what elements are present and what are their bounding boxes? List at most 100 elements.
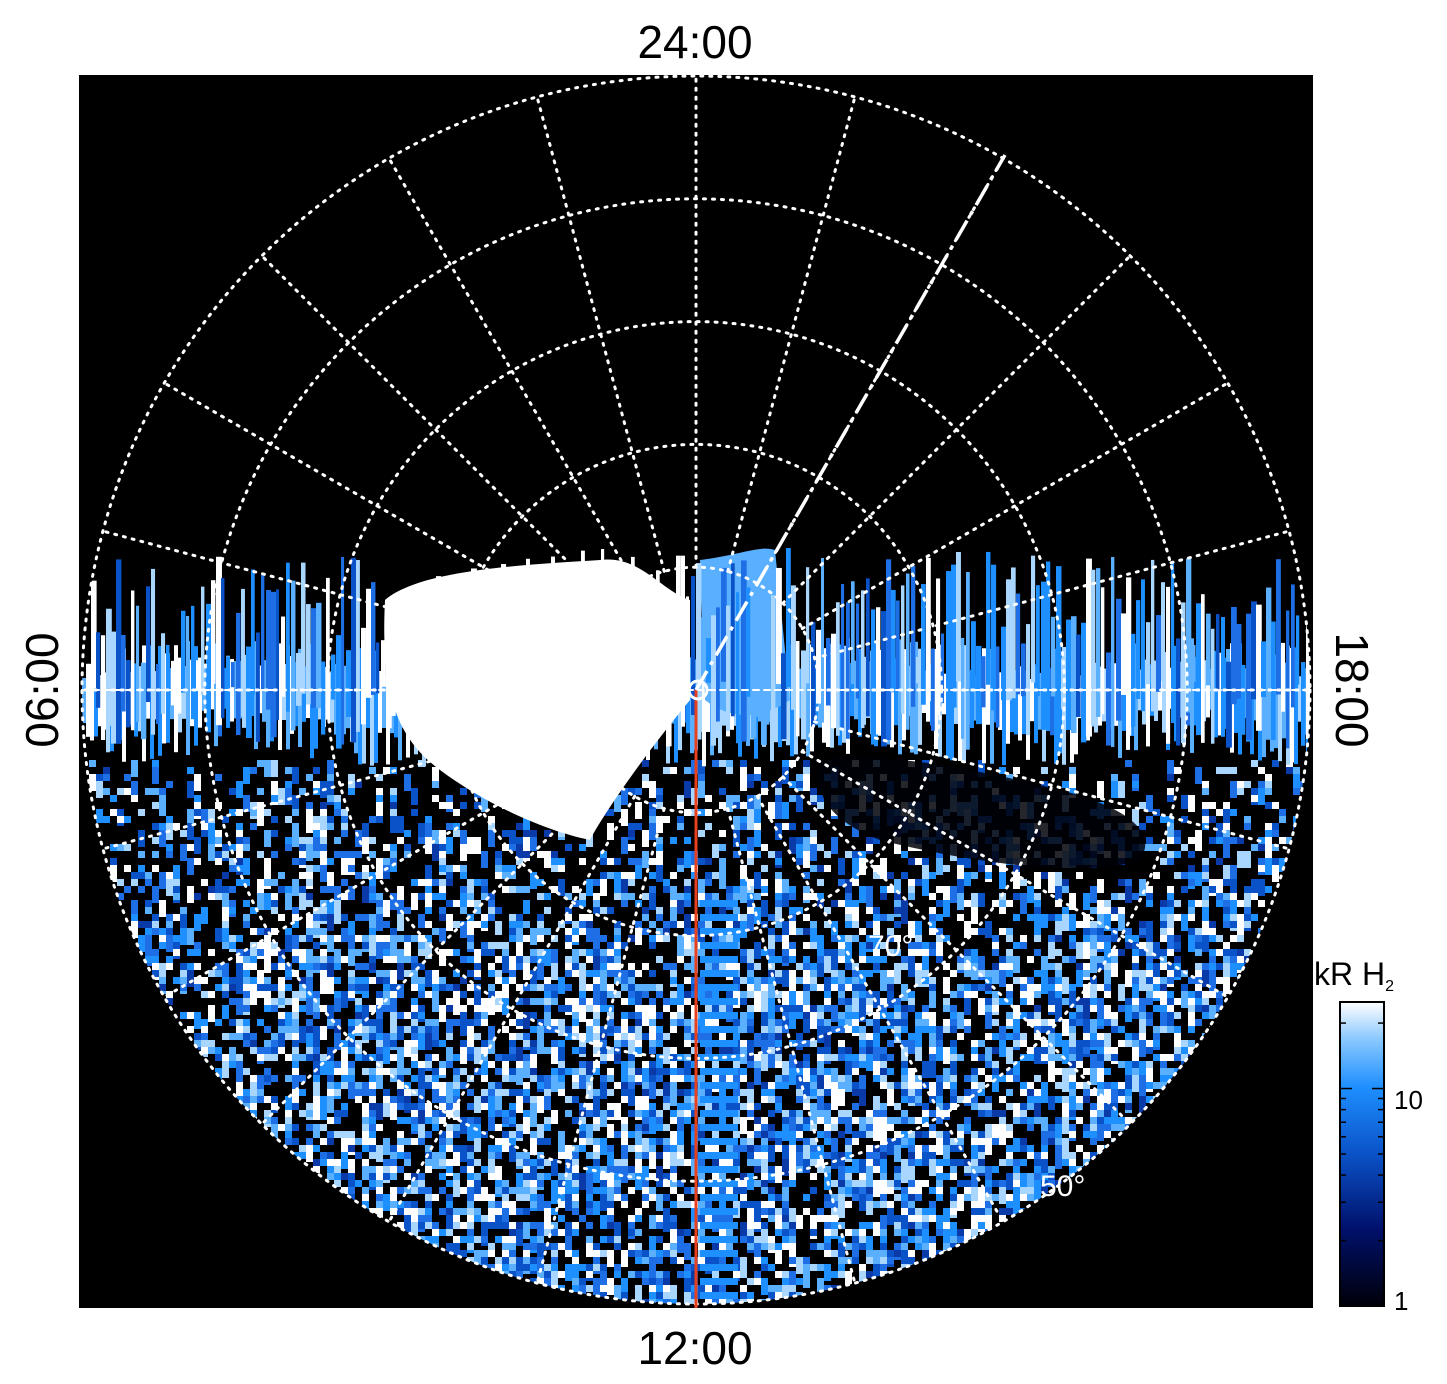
noise-cell xyxy=(593,1117,600,1124)
noise-cell xyxy=(551,1257,558,1264)
noise-cell xyxy=(334,907,341,924)
noise-cell xyxy=(901,851,908,858)
noise-cell xyxy=(873,1124,880,1141)
noise-cell xyxy=(635,1257,642,1264)
noise-cell xyxy=(929,984,936,991)
noise-cell xyxy=(565,1194,572,1211)
noise-cell xyxy=(670,1131,677,1138)
noise-cell xyxy=(523,1194,530,1201)
noise-cell xyxy=(243,837,250,844)
noise-cell xyxy=(397,1075,404,1082)
noise-cell xyxy=(663,1047,670,1064)
noise-cell xyxy=(334,935,341,942)
noise-cell xyxy=(327,760,334,777)
noise-cell xyxy=(453,1068,460,1075)
noise-cell xyxy=(495,991,502,998)
noise-cell xyxy=(789,795,796,802)
noise-cell xyxy=(362,942,369,949)
noise-cell xyxy=(369,942,376,949)
noise-cell xyxy=(621,1292,628,1299)
noise-cell xyxy=(754,942,761,959)
noise-cell xyxy=(656,1180,663,1187)
noise-cell xyxy=(782,1012,789,1019)
noise-cell xyxy=(544,1201,551,1208)
noise-cell xyxy=(488,837,495,844)
noise-cell xyxy=(1048,1033,1055,1050)
noise-cell xyxy=(299,893,306,910)
noise-cell xyxy=(516,844,523,861)
noise-cell xyxy=(845,1201,852,1208)
noise-cell xyxy=(460,1005,467,1012)
noise-cell xyxy=(509,1019,516,1026)
noise-cell xyxy=(1111,781,1118,798)
noise-cell xyxy=(817,1278,824,1295)
noise-cell xyxy=(810,1005,817,1012)
noise-cell xyxy=(775,1026,782,1033)
noise-cell xyxy=(593,1166,600,1183)
noise-cell xyxy=(341,816,348,823)
noise-cell xyxy=(390,865,397,872)
noise-cell xyxy=(670,1215,677,1222)
noise-cell xyxy=(516,1061,523,1068)
noise-cell xyxy=(684,1159,691,1166)
noise-cell xyxy=(1265,886,1272,893)
noise-cell xyxy=(831,1103,838,1110)
noise-cell xyxy=(1111,1054,1118,1061)
noise-cell xyxy=(698,1061,705,1068)
noise-cell xyxy=(124,816,131,823)
noise-cell xyxy=(635,1110,642,1117)
noise-cell xyxy=(726,767,733,774)
noise-cell xyxy=(1265,837,1272,844)
noise-cell xyxy=(1069,1131,1076,1138)
noise-cell xyxy=(1160,1061,1167,1068)
noise-cell xyxy=(145,956,152,963)
noise-cell xyxy=(1055,886,1062,903)
noise-cell xyxy=(1167,949,1174,956)
noise-cell xyxy=(593,1250,600,1257)
noise-cell xyxy=(1202,921,1209,938)
noise-cell xyxy=(684,949,691,956)
noise-cell xyxy=(971,956,978,963)
noise-cell xyxy=(327,1159,334,1166)
noise-cell xyxy=(908,858,915,865)
noise-cell xyxy=(754,1145,761,1152)
noise-cell xyxy=(579,1124,586,1131)
noise-cell xyxy=(964,851,971,868)
noise-cell xyxy=(285,1033,292,1040)
noise-cell xyxy=(1097,1096,1104,1103)
noise-cell xyxy=(236,879,243,886)
noise-cell xyxy=(978,1138,985,1145)
noise-cell xyxy=(292,935,299,942)
noise-cell xyxy=(264,830,271,847)
noise-cell xyxy=(901,1012,908,1019)
noise-cell xyxy=(362,1194,369,1201)
noise-cell xyxy=(1174,970,1181,977)
noise-cell xyxy=(313,1012,320,1019)
noise-cell xyxy=(754,823,761,830)
noise-cell xyxy=(292,809,299,816)
noise-cell xyxy=(649,1019,656,1026)
noise-cell xyxy=(684,1229,691,1236)
noise-cell xyxy=(733,795,740,802)
noise-cell xyxy=(1097,1019,1104,1026)
noise-cell xyxy=(649,1033,656,1040)
noise-cell xyxy=(698,774,705,781)
noise-cell xyxy=(327,1173,334,1180)
noise-cell xyxy=(502,1061,509,1078)
noise-cell xyxy=(586,1019,593,1026)
noise-cell xyxy=(502,1138,509,1145)
noise-cell xyxy=(817,1061,824,1078)
noise-cell xyxy=(537,1180,544,1187)
noise-cell xyxy=(824,1264,831,1281)
noise-cell xyxy=(327,823,334,830)
noise-cell xyxy=(432,970,439,977)
noise-cell xyxy=(89,774,96,791)
noise-cell xyxy=(747,1054,754,1061)
noise-cell xyxy=(320,830,327,837)
noise-cell xyxy=(565,1005,572,1012)
noise-cell xyxy=(775,956,782,963)
noise-cell xyxy=(663,998,670,1005)
noise-cell xyxy=(775,1215,782,1232)
noise-cell xyxy=(285,767,292,774)
noise-cell xyxy=(943,1075,950,1082)
